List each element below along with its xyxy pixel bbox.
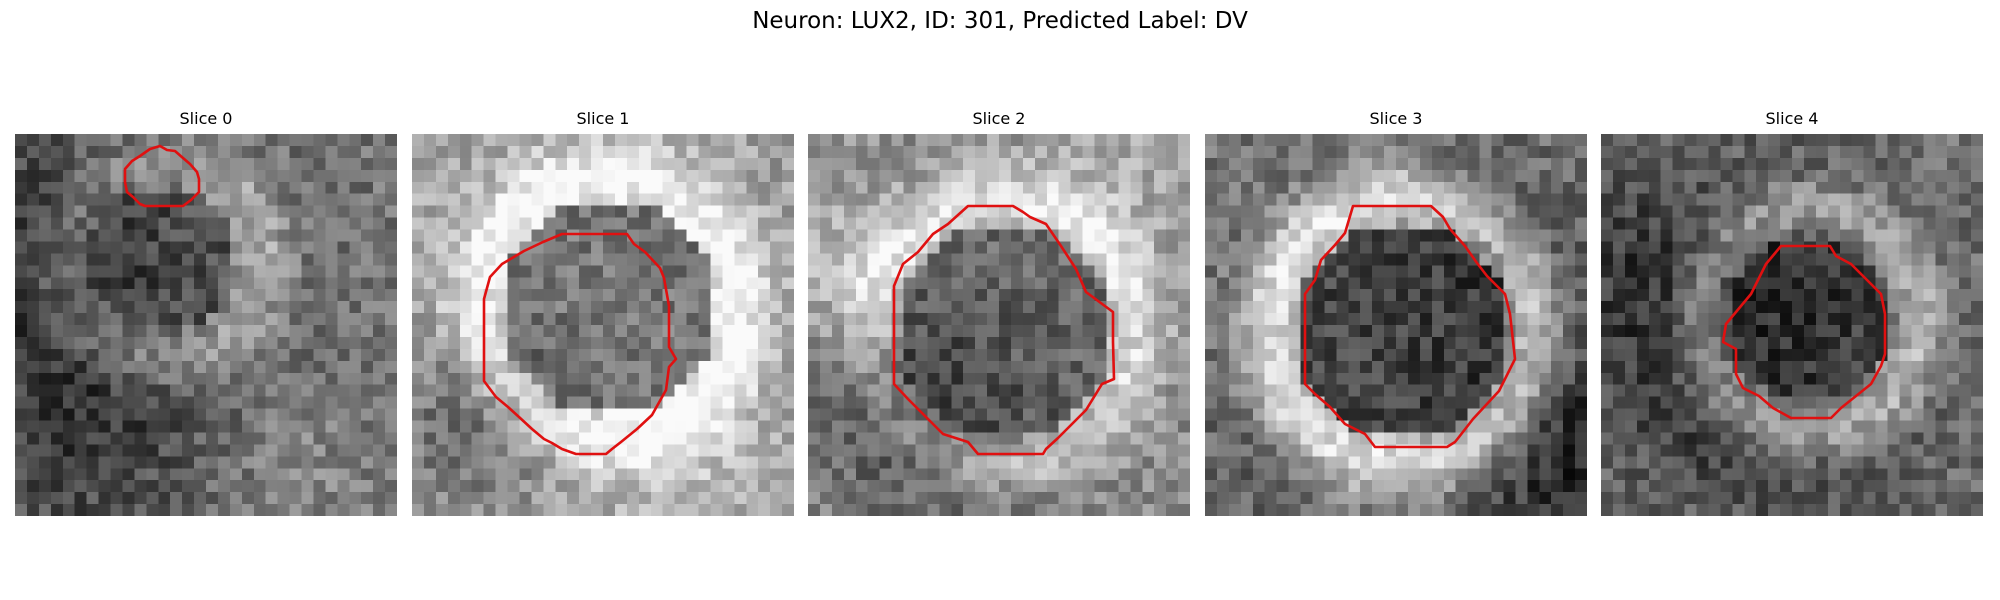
slice-image xyxy=(15,134,397,516)
slice-image xyxy=(1601,134,1983,516)
slice-panel-3: Slice 3 xyxy=(1205,108,1587,516)
figure-title: Neuron: LUX2, ID: 301, Predicted Label: … xyxy=(752,8,1248,34)
grayscale-image xyxy=(1205,134,1587,516)
slice-title: Slice 4 xyxy=(1765,109,1819,128)
roi-contour-overlay xyxy=(123,144,201,208)
slice-panel-4: Slice 4 xyxy=(1601,108,1983,516)
slice-image xyxy=(1205,134,1587,516)
slice-title: Slice 1 xyxy=(576,109,630,128)
roi-contour xyxy=(1303,204,1517,449)
grayscale-image xyxy=(412,134,794,516)
grayscale-image xyxy=(1601,134,1983,516)
slice-title: Slice 3 xyxy=(1369,109,1423,128)
slice-title: Slice 2 xyxy=(972,109,1026,128)
slice-panel-0: Slice 0 xyxy=(15,108,397,516)
roi-contour-overlay xyxy=(892,204,1116,456)
grayscale-image xyxy=(15,134,397,516)
roi-contour-overlay xyxy=(482,232,678,456)
roi-contour xyxy=(892,204,1116,456)
roi-contour xyxy=(1721,244,1887,420)
slice-title: Slice 0 xyxy=(179,109,233,128)
slice-panel-2: Slice 2 xyxy=(808,108,1190,516)
grayscale-image xyxy=(808,134,1190,516)
roi-contour-overlay xyxy=(1303,204,1517,449)
roi-contour xyxy=(482,232,678,456)
roi-contour xyxy=(123,144,201,208)
slice-image xyxy=(412,134,794,516)
slice-image xyxy=(808,134,1190,516)
roi-contour-overlay xyxy=(1721,244,1887,420)
slice-panel-1: Slice 1 xyxy=(412,108,794,516)
